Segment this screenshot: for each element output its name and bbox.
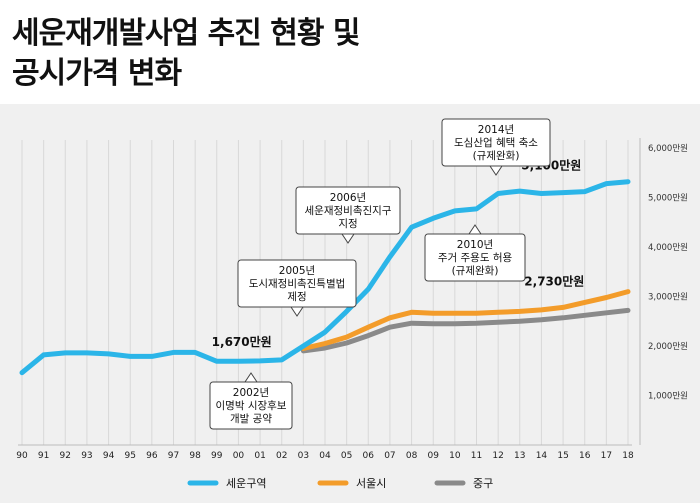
x-tick-label-03: 03: [298, 451, 309, 461]
x-tick-label-90: 90: [16, 451, 28, 461]
value-label-3: 2,730만원: [524, 273, 584, 288]
y-tick-label-2: 2,000만원: [648, 342, 688, 352]
series-line-1: [19, 179, 631, 376]
x-tick-label-13: 13: [514, 451, 525, 461]
value-label-1: 1,670만원: [212, 334, 272, 349]
y-tick-label-6: 6,000만원: [648, 144, 688, 154]
x-tick-label-15: 15: [557, 451, 568, 461]
annotation-pointer: [290, 306, 304, 317]
x-tick-label-10: 10: [449, 451, 461, 461]
title-line-2: 공시가격 변화: [12, 56, 182, 91]
y-tick-label-4: 4,000만원: [648, 243, 688, 253]
annotation-text-line: 주거 주용도 허용: [438, 252, 513, 264]
title-line-1: 세운재개발사업 추진 현황 및: [12, 16, 361, 51]
x-tick-label-02: 02: [276, 451, 287, 461]
annotation-text-line: 도시재정비촉진특별법: [249, 278, 346, 290]
x-tick-label-14: 14: [536, 451, 548, 461]
annotation-text-line: 개발 공약: [230, 413, 272, 425]
x-tick-label-09: 09: [427, 451, 439, 461]
x-tick-label-17: 17: [601, 451, 612, 461]
annotation-text-line: 2010년: [457, 239, 493, 251]
x-tick-label-95: 95: [124, 451, 135, 461]
x-tick-label-11: 11: [471, 451, 482, 461]
annotation-pointer: [244, 372, 258, 383]
x-tick-label-12: 12: [492, 451, 503, 461]
annotation-text-line: 2005년: [279, 265, 315, 277]
annotation-text-line: 세운재정비촉진지구: [305, 205, 392, 217]
annotation-pointer: [468, 224, 482, 235]
x-tick-label-94: 94: [103, 451, 115, 461]
x-tick-label-05: 05: [341, 451, 352, 461]
annotation-text-line: (규제완화): [473, 149, 520, 162]
annotation-text-line: (규제완화): [452, 264, 499, 277]
x-tick-label-18: 18: [622, 451, 634, 461]
annotation-pointer: [341, 233, 355, 244]
x-tick-label-93: 93: [81, 451, 92, 461]
y-tick-label-5: 5,000만원: [648, 194, 688, 204]
x-tick-label-06: 06: [363, 451, 375, 461]
x-tick-label-16: 16: [579, 451, 591, 461]
series-line-3: [300, 307, 631, 354]
x-tick-label-97: 97: [168, 451, 179, 461]
x-tick-label-92: 92: [60, 451, 71, 461]
x-tick-label-01: 01: [254, 451, 265, 461]
x-tick-label-98: 98: [189, 451, 201, 461]
annotation-text-line: 제정: [287, 291, 306, 303]
x-tick-label-00: 00: [233, 451, 245, 461]
legend-label-2: 서울시: [356, 477, 386, 490]
annotation-text-line: 2002년: [233, 387, 269, 399]
y-tick-label-1: 1,000만원: [648, 392, 688, 402]
x-tick-label-99: 99: [211, 451, 223, 461]
annotation-text-line: 2014년: [478, 124, 514, 136]
y-tick-label-3: 3,000만원: [648, 293, 688, 303]
x-tick-label-04: 04: [319, 451, 331, 461]
chart-title: 세운재개발사업 추진 현황 및 공시가격 변화: [12, 14, 361, 94]
series-line-2: [300, 289, 631, 351]
x-tick-label-07: 07: [384, 451, 395, 461]
x-tick-label-91: 91: [38, 451, 49, 461]
x-tick-label-08: 08: [406, 451, 418, 461]
annotation-text-line: 지정: [338, 218, 357, 230]
annotation-text-line: 이명박 시장후보: [216, 400, 287, 412]
legend-label-3: 중구: [473, 477, 493, 490]
annotation-text-line: 도심산업 혜택 축소: [454, 136, 538, 149]
x-tick-label-96: 96: [146, 451, 158, 461]
annotation-text-line: 2006년: [330, 192, 366, 204]
annotation-pointer: [489, 165, 503, 176]
legend-label-1: 세운구역: [226, 477, 266, 490]
